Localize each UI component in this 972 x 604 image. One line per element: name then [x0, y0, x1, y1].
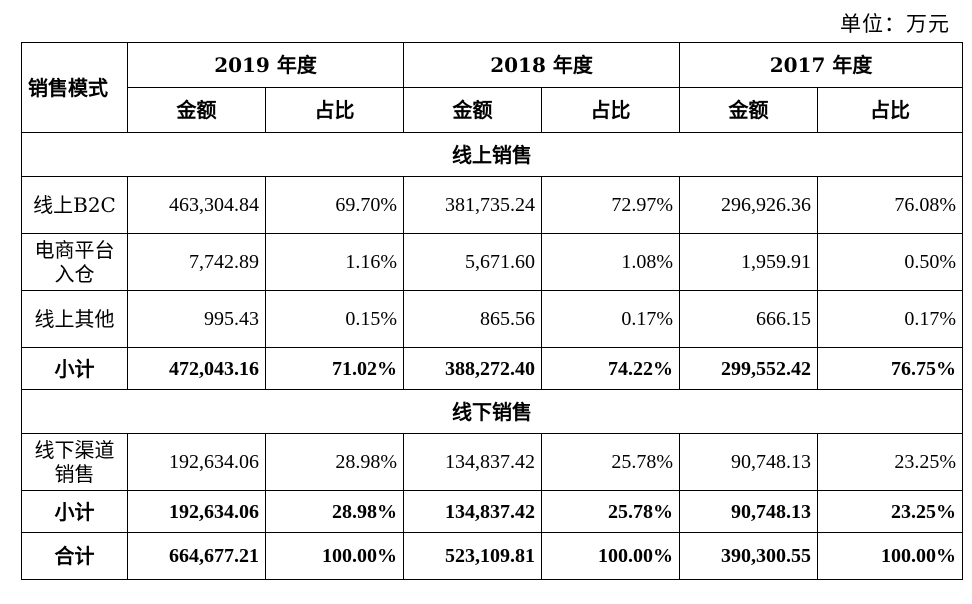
- header-year-2017: 2017 年度: [679, 42, 964, 88]
- cell-amount-2018: 134,837.42: [403, 433, 543, 491]
- section-title-online: 线上销售: [20, 132, 964, 177]
- subtotal-row-online: 小计 472,043.16 71.02% 388,272.40 74.22% 2…: [21, 347, 964, 390]
- section-row-online: 线上销售: [20, 132, 964, 177]
- cell-ratio-2018: 100.00%: [541, 532, 681, 580]
- cell-ratio-2019: 100.00%: [264, 532, 405, 580]
- header-row-metrics: 金额 占比 金额 占比 金额 占比: [22, 87, 964, 133]
- cell-ratio-2018: 72.97%: [541, 176, 681, 234]
- cell-amount-2019: 664,677.21: [127, 532, 266, 580]
- row-label: 线上B2C: [21, 176, 128, 234]
- table-row: 线上B2C 463,304.84 69.70% 381,735.24 72.97…: [21, 176, 964, 234]
- cell-ratio-2017: 100.00%: [817, 532, 964, 580]
- subtotal-row-offline: 小计 192,634.06 28.98% 134,837.42 25.78% 9…: [21, 490, 964, 533]
- cell-amount-2017: 1,959.91: [679, 233, 819, 291]
- cell-amount-2019: 192,634.06: [127, 433, 266, 491]
- table-row: 线下渠道销售 192,634.06 28.98% 134,837.42 25.7…: [21, 433, 964, 491]
- header-year-2019: 2019 年度: [126, 42, 405, 88]
- header-amount: 金额: [127, 87, 266, 133]
- unit-label: 单位：万元: [840, 12, 950, 36]
- cell-ratio-2019: 28.98%: [264, 433, 405, 491]
- header-amount: 金额: [403, 87, 543, 133]
- cell-ratio-2017: 76.08%: [817, 176, 964, 234]
- table-row: 电商平台入仓 7,742.89 1.16% 5,671.60 1.08% 1,9…: [21, 233, 964, 291]
- header-row-years: 销售模式 2019 年度 2018 年度 2017 年度: [21, 42, 964, 133]
- subtotal-label: 小计: [21, 490, 128, 533]
- cell-ratio-2017: 23.25%: [817, 490, 964, 533]
- cell-ratio-2019: 28.98%: [264, 490, 405, 533]
- cell-amount-2019: 192,634.06: [127, 490, 266, 533]
- header-sales-mode: 销售模式: [21, 42, 128, 133]
- row-label: 线上其他: [21, 290, 128, 348]
- cell-ratio-2018: 25.78%: [541, 490, 681, 533]
- header-ratio: 占比: [541, 87, 681, 133]
- row-label: 线下渠道销售: [21, 433, 128, 491]
- cell-ratio-2017: 23.25%: [817, 433, 964, 491]
- row-label: 电商平台入仓: [21, 233, 128, 291]
- cell-amount-2017: 299,552.42: [679, 347, 819, 390]
- header-ratio: 占比: [817, 87, 964, 133]
- cell-ratio-2018: 0.17%: [541, 290, 681, 348]
- cell-amount-2018: 523,109.81: [403, 532, 543, 580]
- section-title-offline: 线下销售: [20, 389, 964, 434]
- cell-amount-2019: 463,304.84: [127, 176, 266, 234]
- cell-amount-2019: 995.43: [127, 290, 266, 348]
- cell-ratio-2019: 69.70%: [264, 176, 405, 234]
- cell-ratio-2019: 1.16%: [264, 233, 405, 291]
- subtotal-label: 小计: [21, 347, 128, 390]
- sales-table: 销售模式 2019 年度 2018 年度 2017 年度 金额 占比 金额 占比…: [20, 42, 964, 580]
- cell-amount-2018: 381,735.24: [403, 176, 543, 234]
- cell-amount-2017: 90,748.13: [679, 490, 819, 533]
- header-amount: 金额: [679, 87, 819, 133]
- header-year-2018: 2018 年度: [403, 42, 681, 88]
- table-row: 线上其他 995.43 0.15% 865.56 0.17% 666.15 0.…: [21, 290, 964, 348]
- cell-amount-2017: 666.15: [679, 290, 819, 348]
- cell-ratio-2019: 0.15%: [264, 290, 405, 348]
- cell-amount-2018: 5,671.60: [403, 233, 543, 291]
- cell-ratio-2018: 74.22%: [541, 347, 681, 390]
- total-label: 合计: [21, 532, 128, 580]
- cell-amount-2018: 388,272.40: [403, 347, 543, 390]
- cell-ratio-2018: 25.78%: [541, 433, 681, 491]
- header-ratio: 占比: [264, 87, 405, 133]
- cell-amount-2018: 865.56: [403, 290, 543, 348]
- cell-ratio-2017: 76.75%: [817, 347, 964, 390]
- cell-amount-2019: 472,043.16: [127, 347, 266, 390]
- cell-ratio-2018: 1.08%: [541, 233, 681, 291]
- cell-ratio-2019: 71.02%: [264, 347, 405, 390]
- cell-amount-2018: 134,837.42: [403, 490, 543, 533]
- section-row-offline: 线下销售: [20, 389, 964, 434]
- cell-amount-2019: 7,742.89: [127, 233, 266, 291]
- cell-amount-2017: 390,300.55: [679, 532, 819, 580]
- total-row: 合计 664,677.21 100.00% 523,109.81 100.00%…: [21, 532, 964, 580]
- cell-amount-2017: 296,926.36: [679, 176, 819, 234]
- cell-amount-2017: 90,748.13: [679, 433, 819, 491]
- cell-ratio-2017: 0.17%: [817, 290, 964, 348]
- cell-ratio-2017: 0.50%: [817, 233, 964, 291]
